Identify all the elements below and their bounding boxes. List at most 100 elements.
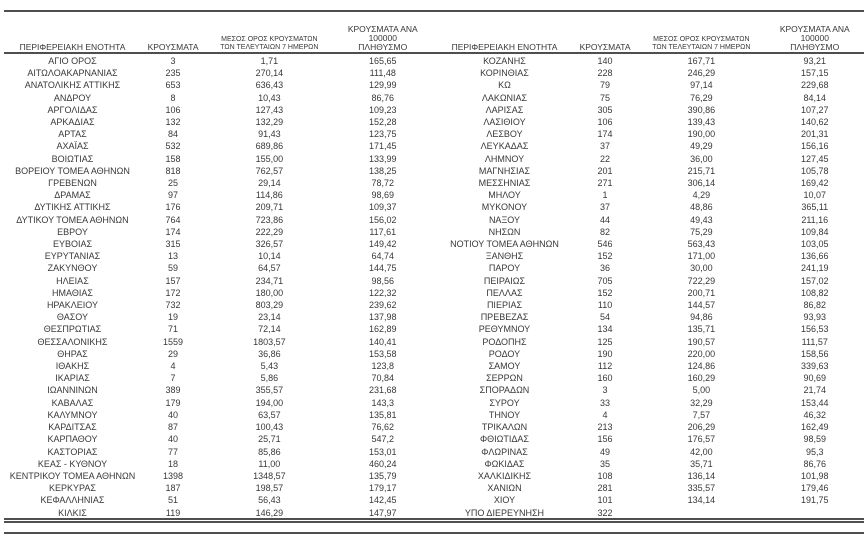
avg7-value: 5,86	[260, 373, 279, 384]
per100k-value: 123,75	[369, 129, 397, 140]
per100k-value: 21,74	[803, 385, 827, 396]
avg7-value: 29,14	[258, 178, 281, 189]
region-name: ΔΥΤΙΚΗΣ ΑΤΤΙΚΗΣ	[34, 202, 111, 213]
avg7-value: 91,43	[258, 129, 281, 140]
region-name: ΚΕΝΤΡΙΚΟΥ ΤΟΜΕΑ ΑΘΗΝΩΝ	[9, 470, 136, 481]
cases-value: 134	[597, 324, 613, 335]
table-row: ΦΛΩΡΙΝΑΣ 49 42,00 95,3	[436, 446, 864, 458]
region-name: ΤΗΝΟΥ	[488, 409, 521, 420]
region-name: ΙΘΑΚΗΣ	[55, 361, 90, 372]
avg7-value: 762,57	[255, 165, 284, 176]
table-row: ΡΟΔΟΥ 190 220,00 158,56	[436, 348, 864, 360]
per100k-value: 162,49	[801, 422, 829, 433]
region-name: ΜΥΚΟΝΟΥ	[481, 202, 528, 213]
table-row: ΘΕΣΠΡΩΤΙΑΣ 71 72,14 162,89	[4, 323, 432, 335]
table-row: ΑΧΑΪΑΣ 532 689,86 171,45	[4, 140, 432, 152]
right-table-body: ΚΟΖΑΝΗΣ 140 167,71 93,21 ΚΟΡΙΝΘΙΑΣ 228 246,29 1…	[436, 55, 864, 519]
table-row: ΜΑΓΝΗΣΙΑΣ 201 215,71 105,78	[436, 165, 864, 177]
region-name: ΛΕΣΒΟΥ	[486, 129, 523, 140]
per100k-value: 109,37	[369, 202, 397, 213]
region-name: ΣΠΟΡΑΔΩΝ	[479, 385, 530, 396]
column-header-per100k-line1: ΚΡΟΥΣΜΑΤΑ ΑΝΑ 100000	[347, 24, 418, 43]
table-row: ΚΩ 79 97,14 229,68	[436, 79, 864, 91]
cases-value: 174	[165, 226, 181, 237]
per100k-value: 142,45	[369, 495, 397, 506]
avg7-value: 11,00	[258, 458, 281, 469]
right-table-header-row: ΠΕΡΙΦΕΡΕΙΑΚΗ ΕΝΟΤΗΤΑ ΚΡΟΥΣΜΑΤΑ ΜΕΣΟΣ ΟΡΟ…	[436, 12, 864, 55]
region-name: ΠΑΡΟΥ	[488, 263, 521, 274]
per100k-value: 98,69	[371, 190, 395, 201]
per100k-value: 140,62	[801, 117, 829, 128]
region-name: ΦΩΚΙΔΑΣ	[484, 458, 525, 469]
avg7-value: 134,14	[687, 495, 716, 506]
table-row: ΠΡΕΒΕΖΑΣ 54 94,86 93,93	[436, 311, 864, 323]
table-row: ΧΙΟΥ 101 134,14 191,75	[436, 494, 864, 506]
region-name: ΝΗΣΩΝ	[488, 226, 521, 237]
per100k-value: 239,62	[369, 300, 397, 311]
region-name: ΙΩΑΝΝΙΝΩΝ	[47, 385, 98, 396]
region-name: ΜΑΓΝΗΣΙΑΣ	[478, 165, 531, 176]
region-name: ΒΟΡΕΙΟΥ ΤΟΜΕΑ ΑΘΗΝΩΝ	[15, 165, 130, 176]
region-name: ΞΑΝΘΗΣ	[485, 251, 524, 262]
table-row: ΗΛΕΙΑΣ 157 234,71 98,56	[4, 275, 432, 287]
avg7-value: 76,29	[690, 92, 713, 103]
column-header-avg7-line1: ΜΕΣΟΣ ΟΡΟΣ ΚΡΟΥΣΜΑΤΩΝ	[653, 36, 750, 43]
table-row: ΑΡΚΑΔΙΑΣ 132 132,29 152,28	[4, 116, 432, 128]
avg7-value: 234,71	[255, 275, 284, 286]
cases-value: 546	[597, 239, 613, 250]
cases-value: 174	[597, 129, 613, 140]
table-row: ΠΕΛΛΑΣ 152 200,71 108,82	[436, 287, 864, 299]
per100k-value: 135,79	[369, 470, 397, 481]
cases-value: 158	[165, 153, 181, 164]
per100k-value: 78,72	[371, 178, 395, 189]
cases-value: 112	[597, 361, 613, 372]
cases-value: 1559	[163, 336, 184, 347]
cases-value: 87	[168, 422, 179, 433]
table-row: ΛΕΥΚΑΔΑΣ 37 49,29 156,16	[436, 140, 864, 152]
table-row: ΑΡΤΑΣ 84 91,43 123,75	[4, 128, 432, 140]
table-row: ΗΜΑΘΙΑΣ 172 180,00 122,32	[4, 287, 432, 299]
table-row: ΚΕΡΚΥΡΑΣ 187 198,57 179,17	[4, 482, 432, 494]
avg7-value: 689,86	[255, 141, 284, 152]
avg7-value: 246,29	[687, 68, 716, 79]
region-name: ΛΑΚΩΝΙΑΣ	[481, 92, 528, 103]
page-bottom-rule	[4, 532, 864, 534]
table-row: ΙΚΑΡΙΑΣ 7 5,86 70,84	[4, 372, 432, 384]
cases-value: 201	[597, 165, 613, 176]
per100k-value: 133,99	[369, 153, 397, 164]
cases-value: 818	[165, 165, 181, 176]
avg7-value: 206,29	[687, 422, 716, 433]
region-name: ΚΑΣΤΟΡΙΑΣ	[47, 446, 98, 457]
avg7-value: 335,57	[687, 483, 716, 494]
avg7-value: 146,29	[255, 507, 284, 518]
cases-value: 84	[168, 129, 179, 140]
cases-value: 705	[597, 275, 613, 286]
region-name: ΗΜΑΘΙΑΣ	[52, 287, 93, 298]
avg7-value: 326,57	[255, 239, 284, 250]
avg7-value: 139,43	[687, 117, 716, 128]
region-name: ΕΒΡΟΥ	[57, 226, 88, 237]
avg7-value: 32,29	[690, 397, 713, 408]
per100k-value: 201,31	[801, 129, 829, 140]
per100k-value: 117,61	[369, 226, 397, 237]
table-row: ΝΗΣΩΝ 82 75,29 109,84	[436, 226, 864, 238]
table-row: ΚΟΡΙΝΘΙΑΣ 228 246,29 157,15	[436, 67, 864, 79]
table-row: ΙΘΑΚΗΣ 4 5,43 123,8	[4, 360, 432, 372]
region-name: ΧΑΛΚΙΔΙΚΗΣ	[477, 470, 532, 481]
cases-value: 44	[600, 214, 611, 225]
left-table: ΠΕΡΙΦΕΡΕΙΑΚΗ ΕΝΟΤΗΤΑ ΚΡΟΥΣΜΑΤΑ ΜΕΣΟΣ ΟΡΟ…	[4, 12, 432, 519]
table-row: ΚΑΣΤΟΡΙΑΣ 77 85,86 153,01	[4, 446, 432, 458]
table-row: ΧΑΛΚΙΔΙΚΗΣ 108 136,14 101,98	[436, 470, 864, 482]
cases-value: 79	[600, 80, 611, 91]
avg7-value: 10,43	[258, 92, 281, 103]
table-row: ΣΠΟΡΑΔΩΝ 3 5,00 21,74	[436, 384, 864, 396]
avg7-value: 35,71	[690, 458, 713, 469]
region-name: ΤΡΙΚΑΛΩΝ	[481, 422, 528, 433]
cases-value: 156	[597, 434, 613, 445]
cases-value: 51	[168, 495, 179, 506]
per100k-value: 127,45	[801, 153, 829, 164]
region-name: ΚΕΡΚΥΡΑΣ	[49, 483, 96, 494]
cases-value: 389	[165, 385, 181, 396]
per100k-value: 157,02	[801, 275, 829, 286]
region-name: ΣΑΜΟΥ	[488, 361, 521, 372]
